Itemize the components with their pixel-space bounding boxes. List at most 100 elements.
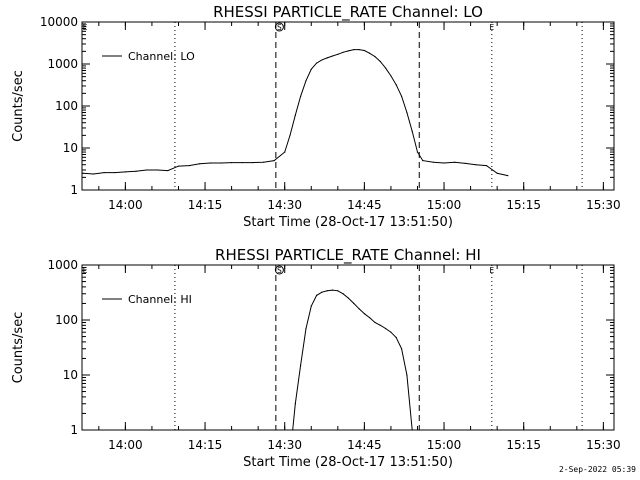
data-point [199,163,201,165]
data-point [177,165,180,167]
data-point [294,403,296,405]
data-point [305,80,307,82]
data-point [347,297,350,299]
data-point [400,348,403,350]
x-tick-label: 14:00 [108,198,143,212]
marker-s: S [277,23,282,32]
x-tick-label: 15:15 [506,198,541,212]
data-point [363,313,365,315]
y-tick-label: 1000 [47,258,78,272]
data-point [315,294,318,297]
data-point [443,162,445,164]
data-point [114,171,116,174]
legend-label: Channel: LO [128,50,195,63]
data-point [310,305,312,307]
data-point [167,169,169,172]
data-point [331,55,334,57]
chart-title: RHESSI PARTICLE_RATE Channel: LO [213,3,483,22]
data-point [342,51,344,53]
data-point [385,67,387,69]
data-point [294,114,296,116]
data-point [284,151,286,153]
data-point [342,293,344,295]
data-point [374,321,376,324]
data-point [347,50,350,52]
data-point [331,289,334,291]
data-point [390,331,392,333]
data-point [326,290,328,292]
corner-marker: E [83,23,88,32]
y-tick-label: 10000 [40,15,78,29]
x-tick-label: 14:15 [188,438,223,452]
data-point [252,161,254,164]
data-point [326,57,328,59]
data-point [230,161,233,164]
y-tick-label: 100 [55,313,78,327]
x-tick-label: 15:00 [427,438,462,452]
data-point [220,162,222,164]
x-tick-label: 15:30 [586,438,621,452]
data-point [379,324,381,326]
data-point [454,161,456,163]
data-point [292,429,294,431]
data-point [390,75,392,77]
y-tick-label: 1 [70,183,78,197]
x-tick-label: 14:30 [267,438,302,452]
data-point [363,49,365,52]
x-tick-label: 15:30 [586,198,621,212]
x-tick-label: 14:15 [188,198,223,212]
y-axis-label: Counts/sec [11,312,26,384]
data-point [337,53,339,55]
data-point [369,317,371,319]
data-point [353,302,355,305]
data-point [411,130,413,132]
data-point [385,327,387,330]
series-line [292,289,413,431]
y-tick-label: 1 [70,423,78,437]
data-point [289,134,291,136]
data-point [369,52,371,54]
date-stamp: 2-Sep-2022 05:39 [558,465,636,474]
data-point [156,169,158,171]
data-point [310,68,312,70]
y-tick-label: 10 [63,368,78,382]
data-point [395,84,397,86]
data-point [124,171,126,173]
data-point [374,56,376,58]
marker-s-circle [274,22,284,32]
data-point [146,169,148,171]
x-axis-label: Start Time (28-Oct-17 13:51:50) [243,215,453,230]
data-point [337,290,339,292]
data-point [416,151,419,153]
data-point [241,161,243,164]
chart-title: RHESSI PARTICLE_RATE Channel: HI [215,246,481,265]
data-point [300,364,302,366]
y-axis-label: Counts/sec [11,70,26,142]
plot-frame [81,264,615,431]
data-point [262,161,265,163]
data-point [400,95,403,97]
series-line [82,49,508,177]
data-point [273,160,275,162]
x-axis-label: Start Time (28-Oct-17 13:51:50) [243,455,453,470]
corner-marker: E [83,266,88,275]
data-point [379,60,381,63]
marker-s-circle [274,265,284,275]
data-point [82,172,84,174]
x-tick-label: 14:00 [108,438,143,452]
data-point [135,170,137,172]
x-tick-label: 15:15 [506,438,541,452]
marker-e: E [489,23,494,32]
data-point [432,161,435,163]
legend-label: Channel: HI [128,293,192,306]
y-tick-label: 10 [63,141,78,155]
data-point [209,162,211,164]
data-point [188,165,190,167]
data-point [507,175,509,177]
x-tick-label: 14:30 [267,198,302,212]
data-point [305,327,307,330]
data-point [475,164,477,166]
data-point [321,59,323,61]
x-tick-label: 14:45 [347,438,382,452]
